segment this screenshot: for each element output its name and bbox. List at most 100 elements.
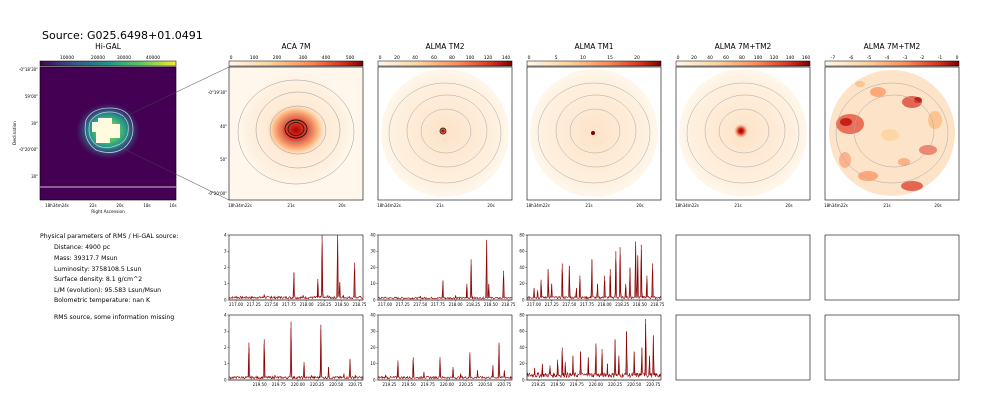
combo-xtick-0: 18h34m22s [675, 203, 699, 208]
higal-xtick-3: 18s [143, 203, 150, 208]
combo-colorbar-tick-2: 40 [707, 55, 713, 61]
combo-colorbar [675, 60, 811, 67]
spectrum-alma-tm2-band2: 0 10 20 30 40 219.25 219.50 219.75 220.00 220.25 2… [370, 312, 513, 387]
spectrum-alma-tm1-band2-ytick-label: 20 [519, 361, 525, 366]
spectrum-alma-tm1-band2-ytick-label: 80 [519, 312, 525, 317]
spectrum-aca-7m-band1-ytick-label: 0 [224, 297, 227, 302]
spectrum-alma-tm2-band2-ytick-label: 40 [370, 312, 376, 317]
zoom-connector-bottom [121, 147, 230, 201]
aca-beam-marker-outer [284, 119, 308, 139]
spectrum-aca-7m-band1-spectrum-line [228, 239, 364, 300]
spectrum-aca-7m-band1-frame [228, 234, 364, 301]
spectrum-aca-7m-band2-ytick-label: 2 [224, 345, 227, 350]
combo-xtick-2: 20s [785, 203, 792, 208]
spectrum-alma-tm2-band2-frame [377, 314, 513, 381]
spectrum-alma-tm2-band2-xtick-label: 219.75 [421, 382, 435, 387]
info-note: RMS source, some information missing [54, 314, 175, 321]
spectrum-alma-tm2-band2-ytick-label: 10 [370, 361, 376, 366]
alma-tm1-panel: ALMA TM1 0 5 10 15 20 18h34m22s 21s 20s [526, 42, 662, 208]
spectrum-alma-tm2-band1-ytick-label: 40 [370, 232, 376, 237]
combo2-colorbar-tick-1: -6 [849, 55, 854, 61]
aca-colorbar-tick-5: 500 [346, 55, 355, 61]
higal-ytick-4: 30" [31, 174, 38, 179]
tm2-title: ALMA TM2 [425, 42, 464, 51]
combo2-colorbar-tick-5: -2 [920, 55, 925, 61]
tm1-colorbar-tick-3: 15 [607, 55, 613, 61]
combo-xtick-1: 21s [734, 203, 741, 208]
info-luminosity: Luminosity: 3758108.5 Lsun [54, 266, 142, 273]
spectrum-alma-tm2-band1-xtick-label: 217.50 [413, 302, 427, 307]
aca-contours [237, 79, 355, 185]
spectrum-aca-7m-band1: 0 1 2 3 4 217.00 217.25 217.50 217.75 218.00 218.2… [224, 232, 367, 307]
spectrum-alma-tm1-band1-xtick-label: 218.50 [633, 302, 647, 307]
spectrum-empty-7m-tm2b-band1-frame [824, 234, 960, 301]
tm2-colorbar-tick-7: 140 [502, 55, 511, 61]
spectrum-alma-tm1-band2-xtick-label: 219.50 [551, 382, 565, 387]
tm1-colorbar-tick-4: 20 [634, 55, 640, 61]
higal-contour-inner [88, 111, 129, 148]
spectrum-alma-tm1-band2-spectrum-line [526, 323, 662, 379]
aca-title: ACA 7M [282, 42, 311, 51]
higal-colorbar-tick-2: 30000 [117, 55, 131, 61]
spectrum-aca-7m-band1-xtick-label: 218.75 [352, 302, 366, 307]
spectrum-alma-tm2-band2-xtick-label: 219.50 [402, 382, 416, 387]
aca-xtick-1: 21s [287, 203, 294, 208]
combo2-xtick-2: 20s [934, 203, 941, 208]
spectrum-aca-7m-band2-ytick-label: 3 [224, 329, 227, 334]
spectrum-alma-tm1-band1-xtick-label: 217.75 [580, 302, 594, 307]
spectrum-alma-tm2-band2-xtick-label: 220.25 [459, 382, 473, 387]
spectrum-alma-tm2-band1-ytick-label: 0 [373, 297, 376, 302]
spectrum-alma-tm1-band1-ytick-label: 0 [522, 297, 525, 302]
higal-xlabel: Right Ascension [91, 209, 125, 214]
spectrum-alma-tm2-band1-xtick-label: 217.75 [431, 302, 445, 307]
spectrum-alma-tm1-band2-xtick-label: 220.75 [646, 382, 660, 387]
aca-colorbar [228, 60, 364, 67]
tm2-beam-marker [439, 127, 447, 135]
tm2-colorbar-tick-6: 120 [484, 55, 493, 61]
aca-emission [264, 102, 328, 158]
aca-xtick-2: 20s [338, 203, 345, 208]
spectrum-alma-tm1-band2-xtick-label: 220.50 [627, 382, 641, 387]
higal-ytick-1: 59'00" [25, 94, 38, 99]
aca-xtick-0: 18h34m22s [228, 203, 252, 208]
spectrum-alma-tm2-band1-xtick-label: 217.00 [378, 302, 392, 307]
tm2-colorbar [377, 60, 513, 67]
spectrum-alma-tm2-band1-spectrum-line [377, 243, 513, 300]
combo2-colorbar-tick-0: -7 [831, 55, 836, 61]
zoom-connector-top [121, 66, 230, 119]
aca-ytick-3: -0°20'00" [208, 191, 227, 196]
spectrum-aca-7m-band2-ytick-label: 1 [224, 361, 227, 366]
spectrum-alma-tm2-band2-xtick-label: 219.25 [382, 382, 396, 387]
spectrum-aca-7m-band1-xtick-label: 218.25 [317, 302, 331, 307]
higal-colorbar-tick-3: 40000 [146, 55, 160, 61]
spectrum-alma-tm1-band1-spectrum-line [526, 245, 662, 300]
combo-colorbar-tick-1: 20 [691, 55, 697, 61]
higal-saturated-core [92, 118, 120, 143]
combo2-title: ALMA 7M+TM2 [864, 42, 921, 51]
spectrum-aca-7m-band2-xtick-label: 219.75 [272, 382, 286, 387]
higal-ylabel: Declination [12, 121, 17, 145]
combo2-colorbar-tick-3: -4 [885, 55, 890, 61]
combo-colorbar-tick-0: 0 [677, 55, 680, 61]
spectrum-alma-tm1-band2-ytick-label: 40 [519, 345, 525, 350]
tm2-xtick-1: 21s [436, 203, 443, 208]
aca-ytick-1: 40" [220, 124, 227, 129]
spectrum-empty-7m-tm2b-band1 [824, 234, 960, 301]
tm1-colorbar-tick-2: 10 [580, 55, 586, 61]
combo-colorbar-tick-8: 160 [802, 55, 811, 61]
spectrum-aca-7m-band1-ytick-label: 2 [224, 265, 227, 270]
spectrum-alma-tm2-band2-ytick-label: 30 [370, 329, 376, 334]
spectrum-empty-7m-tm2b-band2-frame [824, 314, 960, 381]
combo2-xtick-1: 21s [883, 203, 890, 208]
aca-colorbar-tick-1: 100 [250, 55, 259, 61]
spectrum-alma-tm2-band1-frame [377, 234, 513, 301]
spectrum-aca-7m-band2-xtick-label: 220.00 [291, 382, 305, 387]
spectrum-alma-tm2-band1-xtick-label: 218.25 [466, 302, 480, 307]
spectrum-alma-tm2-band1-xtick-label: 218.50 [484, 302, 498, 307]
spectrum-alma-tm1-band1-frame [526, 234, 662, 301]
aca-beam-marker-inner [287, 122, 305, 136]
tm1-colorbar-tick-0: 0 [528, 55, 531, 61]
